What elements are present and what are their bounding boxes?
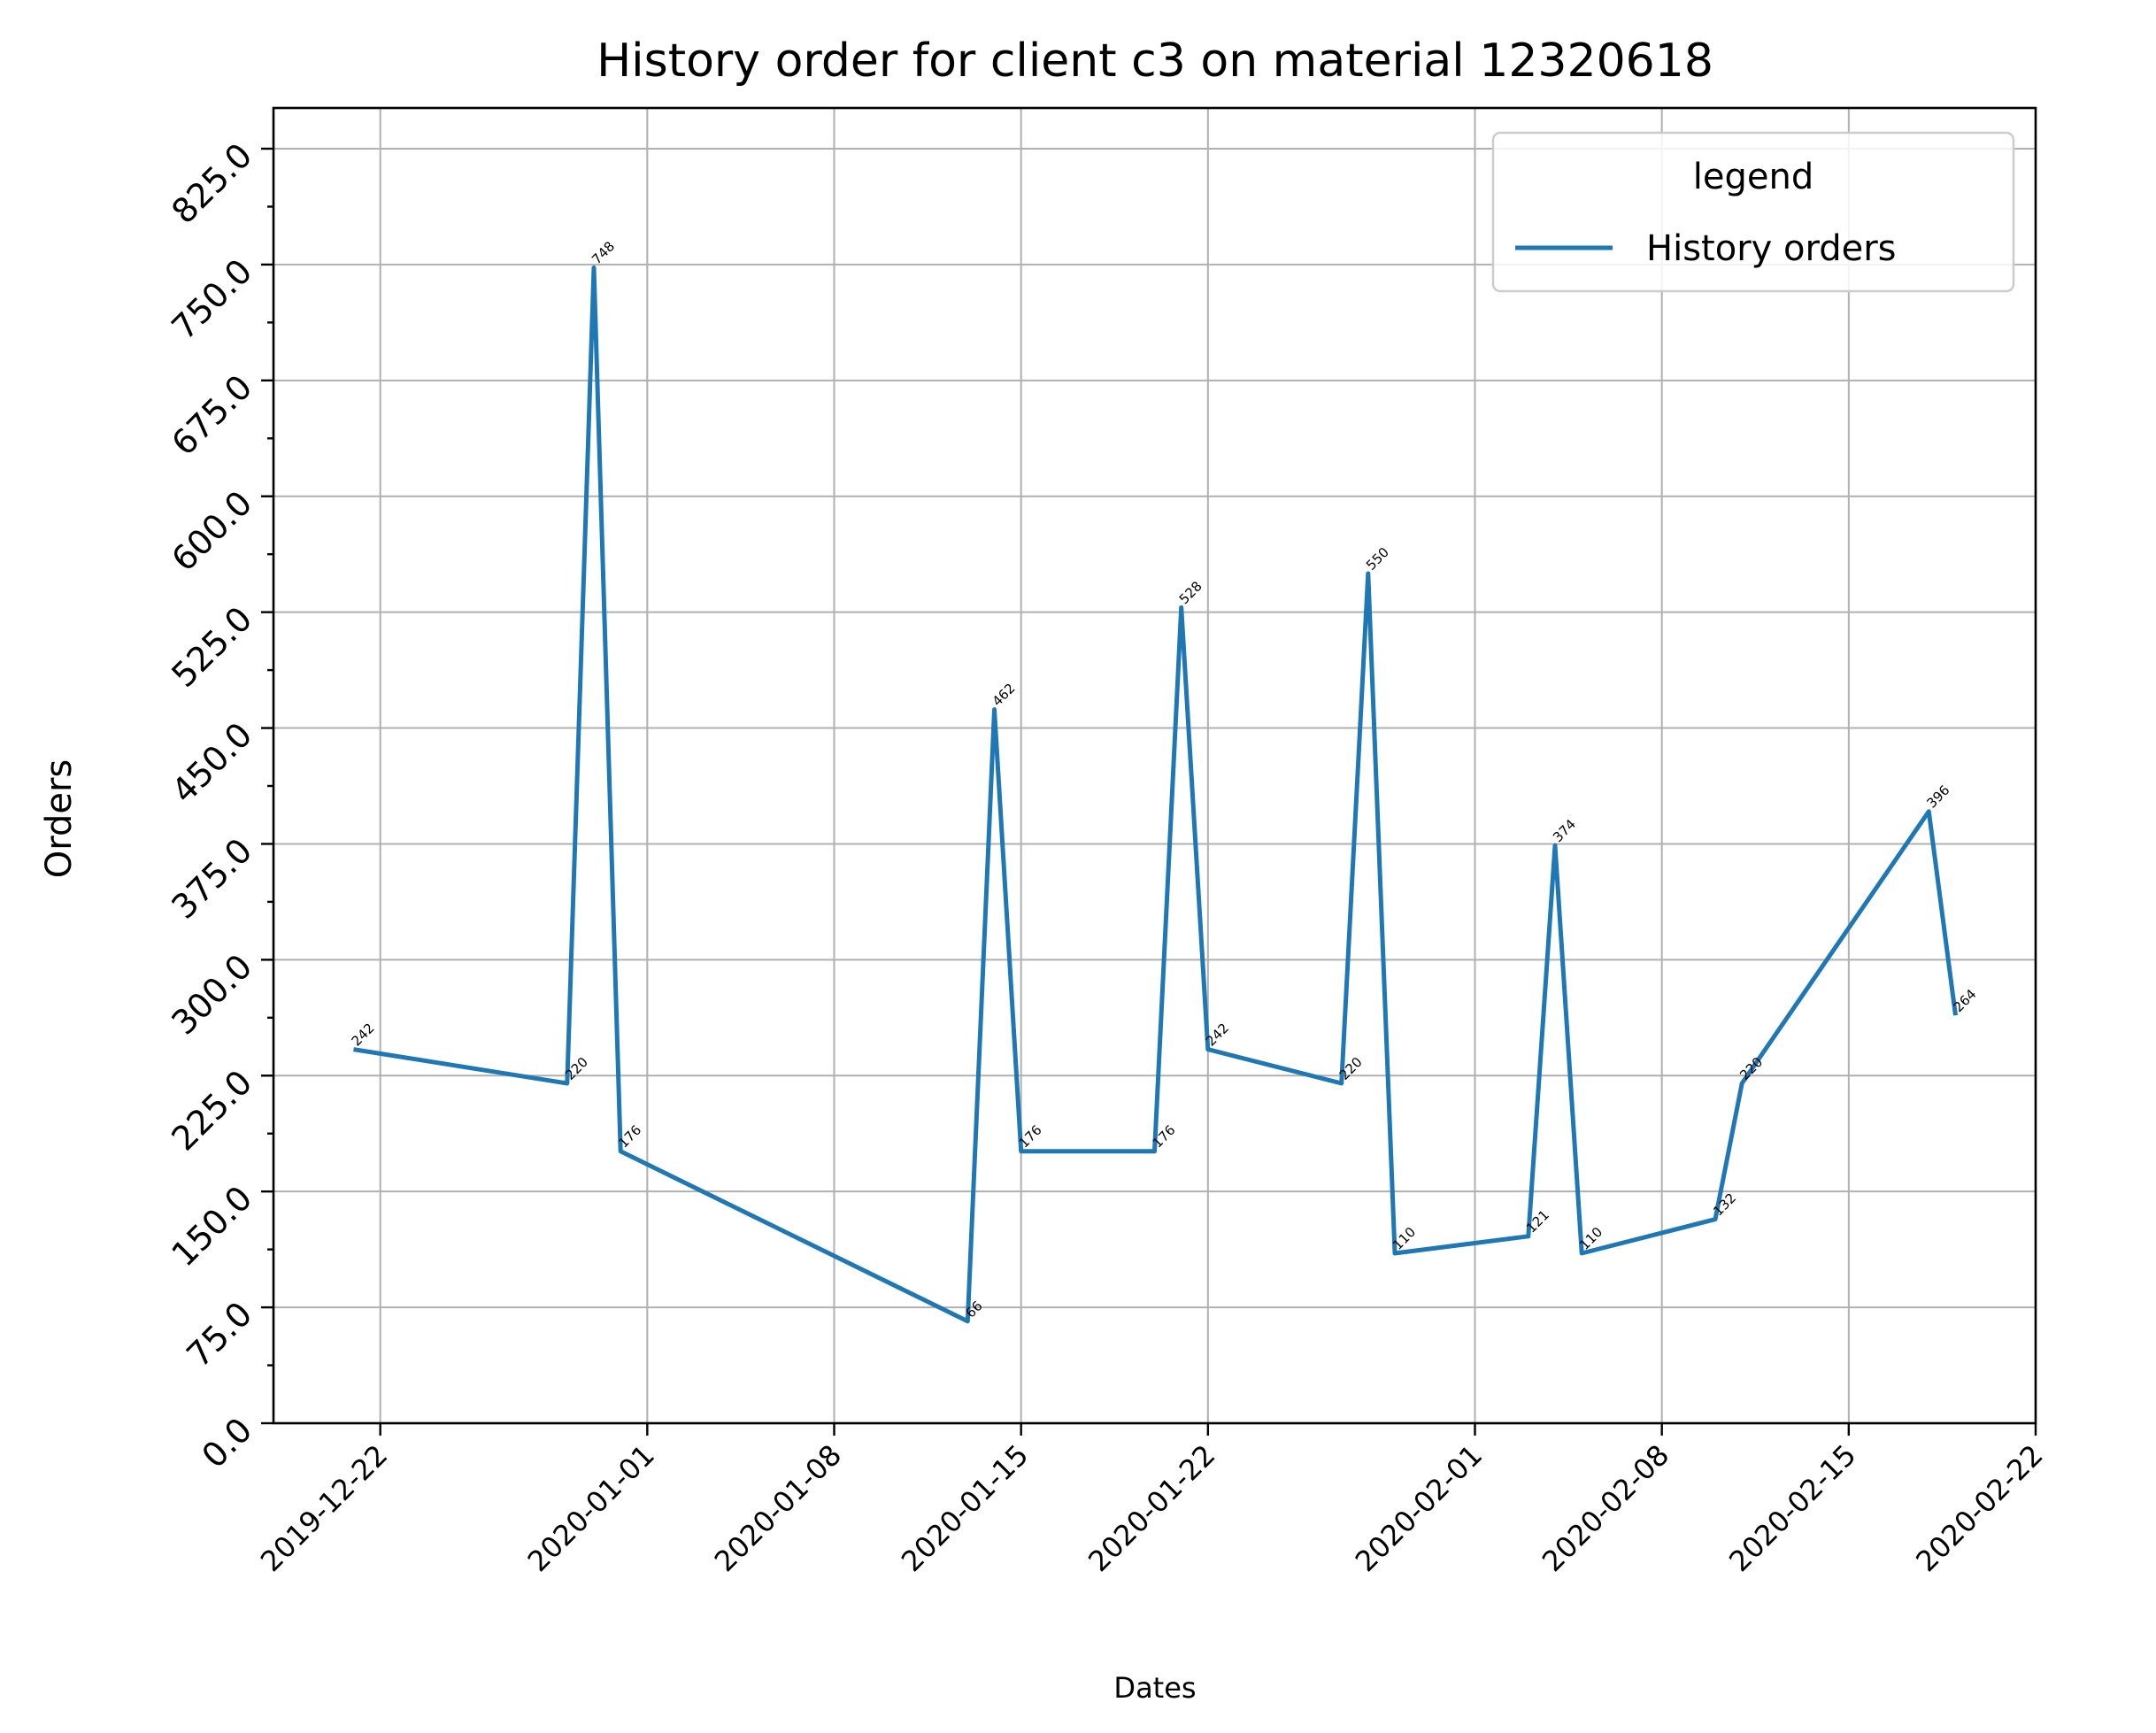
- plot-frame: [272, 106, 2037, 1425]
- series-layer: [353, 265, 1958, 1324]
- legend-title: legend: [1693, 157, 1813, 197]
- legend-label-history-orders: History orders: [1646, 228, 1897, 269]
- x-axis-label: Dates: [1113, 1671, 1196, 1705]
- y-axis-label: Orders: [39, 759, 80, 879]
- chart-title: History order for client c3 on material …: [597, 35, 1713, 88]
- series-line-history-orders: [353, 265, 1958, 1324]
- legend: legend History orders: [1491, 131, 2015, 293]
- legend-box: [1491, 131, 2015, 293]
